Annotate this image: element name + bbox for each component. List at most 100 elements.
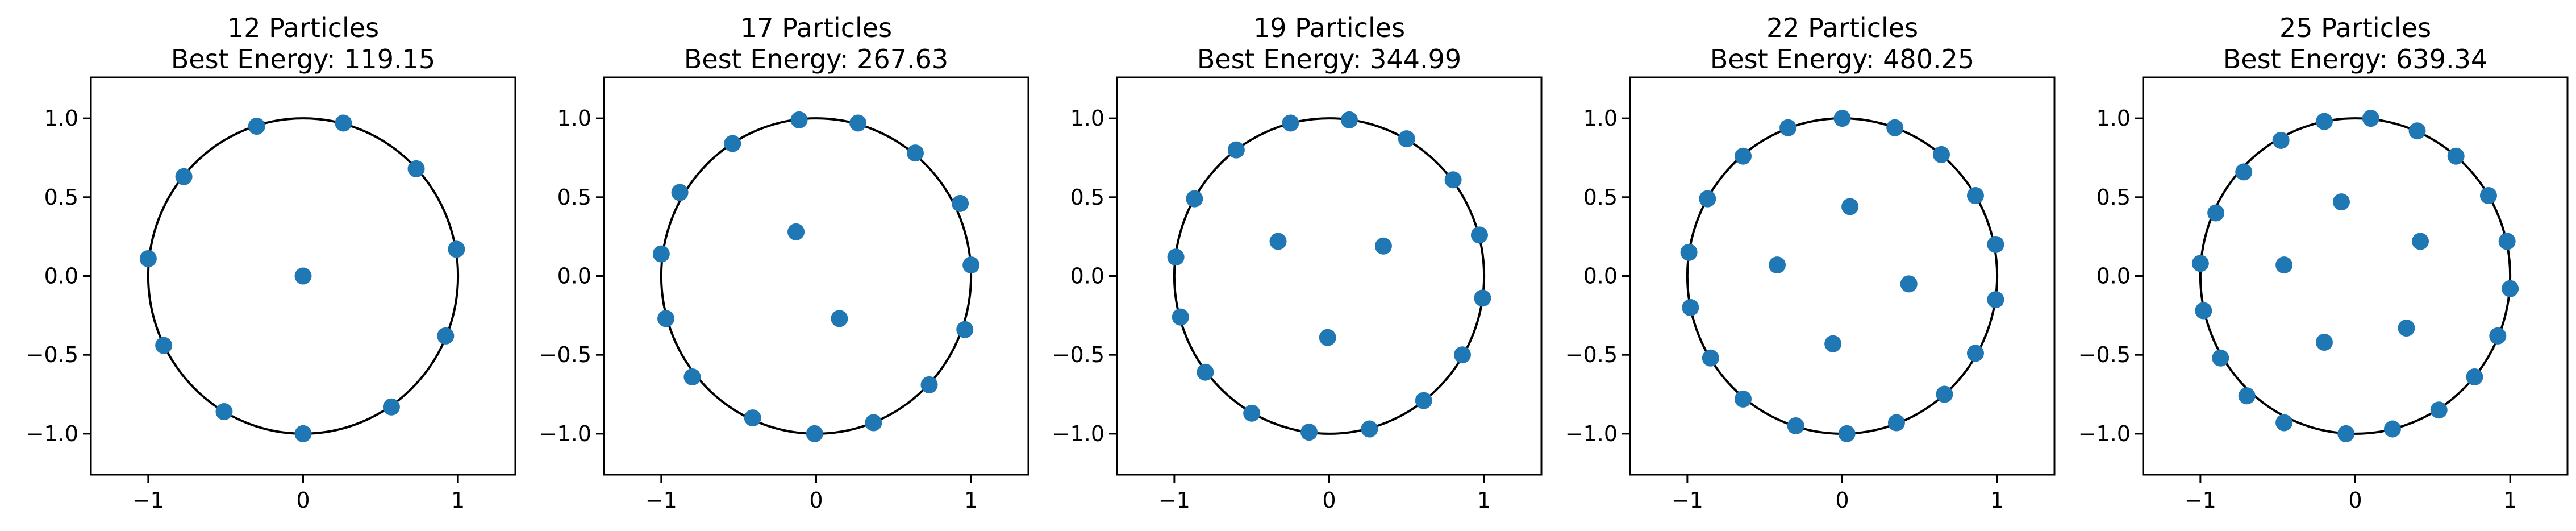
particle-point (382, 398, 400, 416)
circle-boundary (1686, 117, 1999, 435)
chart-title-line1: 17 Particles (740, 13, 892, 43)
particle-point (652, 245, 670, 263)
x-tick-label: −1 (1158, 488, 1190, 513)
particle-point (2315, 113, 2333, 130)
particle-point (2398, 320, 2415, 337)
circle-boundary (2199, 117, 2512, 435)
particle-point (2275, 256, 2293, 274)
particle-point (1966, 345, 1984, 362)
y-tick-label: −1.0 (539, 421, 591, 446)
y-tick-label: 0.0 (2096, 264, 2131, 289)
y-tick-label: −0.5 (539, 342, 591, 367)
particle-point (2430, 401, 2448, 419)
particle-point (1987, 236, 2004, 254)
particle-point (2362, 110, 2379, 127)
y-tick-label: −1.0 (26, 421, 78, 446)
particle-point (724, 135, 741, 152)
y-tick-label: 0.5 (557, 185, 591, 210)
particle-point (831, 310, 848, 327)
x-tick-label: −1 (645, 488, 677, 513)
particle-point (1197, 363, 1214, 381)
particle-point (806, 425, 823, 442)
particle-point (1900, 275, 1918, 293)
axes-frame (1116, 76, 1543, 476)
y-tick-label: 0.0 (44, 264, 78, 289)
particle-point (2195, 302, 2212, 320)
particle-point (2315, 334, 2333, 351)
particle-point (2498, 233, 2516, 250)
particle-point (1167, 248, 1185, 266)
x-tick-label: 1 (1990, 488, 2004, 513)
axes-frame (2142, 76, 2569, 476)
particle-point (1987, 291, 2004, 309)
particle-point (1787, 417, 1804, 435)
y-tick-label: 0.5 (1070, 185, 1104, 210)
particle-point (2212, 349, 2229, 367)
particle-point (683, 368, 701, 386)
particle-point (1768, 256, 1786, 274)
y-tick-label: −1.0 (1052, 421, 1104, 446)
particle-point (1841, 198, 1859, 215)
particle-point (787, 223, 805, 240)
particle-point (1319, 329, 1336, 346)
particle-point (1186, 190, 1203, 208)
particle-point (744, 409, 761, 427)
y-tick-label: −0.5 (1052, 342, 1104, 367)
chart-title-line2: Best Energy: 119.15 (171, 44, 435, 74)
particle-point (1932, 146, 1950, 163)
circle-boundary (1173, 117, 1486, 435)
y-tick-label: 1.0 (2096, 106, 2131, 131)
y-tick-label: −0.5 (1565, 342, 1618, 367)
particle-point (1374, 237, 1392, 255)
particle-point (1398, 130, 1415, 148)
particle-point (920, 376, 938, 393)
y-tick-label: 0.5 (2096, 185, 2131, 210)
particle-point (671, 184, 689, 201)
y-tick-label: 0.5 (44, 185, 78, 210)
particle-point (2332, 193, 2350, 211)
particle-point (1966, 187, 1984, 205)
particle-point (1269, 233, 1287, 250)
chart-title-line2: Best Energy: 344.99 (1197, 44, 1461, 74)
particle-point (437, 327, 455, 345)
particle-point (1886, 119, 1904, 136)
axes-frame (603, 76, 1029, 476)
x-tick-label: 0 (2348, 488, 2362, 513)
x-tick-label: 1 (964, 488, 978, 513)
particle-point (952, 194, 969, 212)
particle-point (139, 250, 157, 267)
particle-point (155, 337, 173, 354)
particle-point (215, 403, 233, 421)
particle-point (448, 240, 465, 258)
particle-point (2502, 280, 2519, 297)
x-tick-label: 1 (1477, 488, 1491, 513)
particle-point (175, 168, 193, 185)
particle-point (1172, 308, 1189, 326)
particle-point (2235, 163, 2253, 181)
particle-point (657, 310, 675, 327)
particle-point (1838, 425, 1856, 442)
y-tick-label: 0.5 (1583, 185, 1618, 210)
x-tick-label: −1 (1672, 488, 1703, 513)
y-tick-label: 0.0 (1070, 264, 1104, 289)
particle-point (2489, 327, 2507, 345)
y-tick-label: 1.0 (557, 106, 591, 131)
particle-point (1735, 390, 1752, 408)
particle-point (2191, 255, 2209, 272)
particle-point (1361, 420, 1378, 438)
particle-point (335, 114, 352, 132)
particle-point (962, 256, 980, 274)
x-tick-label: −1 (2185, 488, 2216, 513)
particle-point (1444, 171, 1462, 189)
x-tick-label: 0 (1322, 488, 1336, 513)
particle-point (849, 114, 867, 132)
particle-point (1682, 298, 1699, 316)
y-tick-label: 1.0 (1583, 106, 1618, 131)
x-tick-label: 0 (296, 488, 310, 513)
